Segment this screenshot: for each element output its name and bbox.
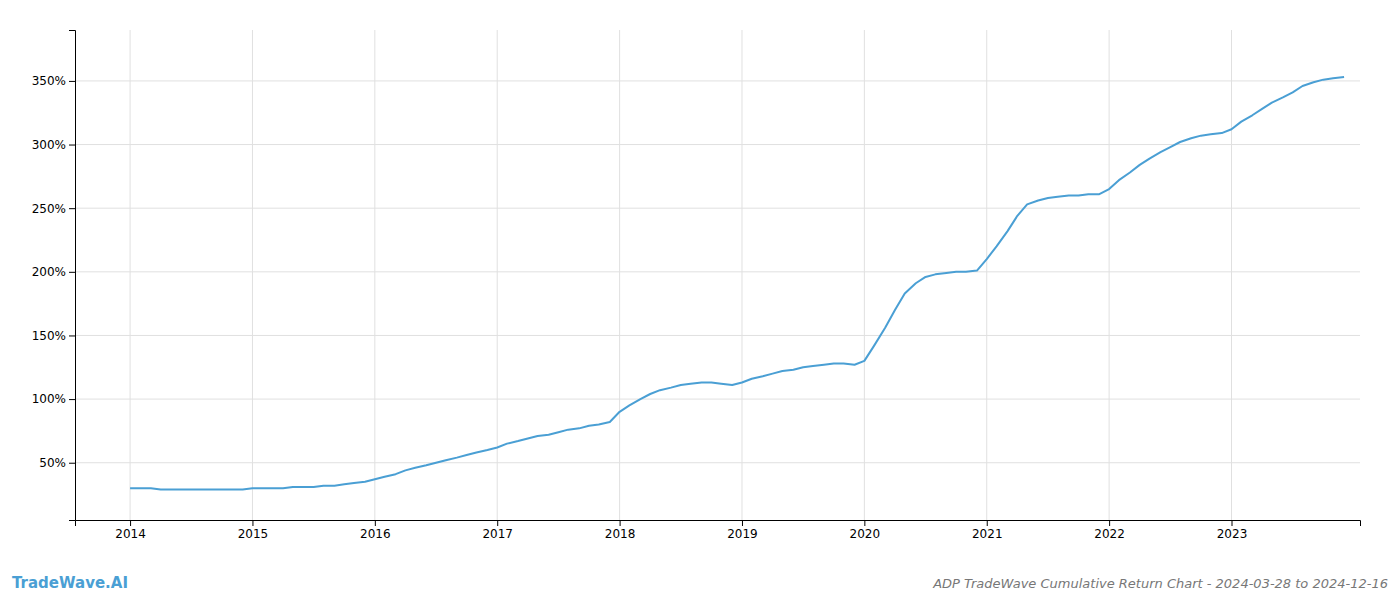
tick-label: 2018 — [605, 527, 636, 541]
tick-mark — [69, 208, 75, 209]
chart: 2014 2015 2016 2017 2018 2019 2020 2021 2022 2023… — [0, 0, 1400, 600]
tick: 250% — [32, 202, 75, 216]
tick-mark — [497, 520, 498, 526]
tick-label: 2021 — [972, 527, 1003, 541]
grid-line — [1231, 30, 1232, 520]
tick-label: 2015 — [238, 527, 269, 541]
grid-line — [75, 144, 1360, 145]
tick: 2014 — [115, 520, 146, 541]
tick-mark — [69, 145, 75, 146]
tick: 2015 — [238, 520, 269, 541]
tick-label: 300% — [32, 138, 66, 152]
tick: 2016 — [360, 520, 391, 541]
grid — [75, 30, 1360, 520]
tick-label: 350% — [32, 74, 66, 88]
tick: 200% — [32, 265, 75, 279]
tick-mark — [69, 272, 75, 273]
tick-mark — [1109, 520, 1110, 526]
title: ADP TradeWave Cumulative Return Chart - … — [932, 576, 1388, 591]
tick-mark — [69, 81, 75, 82]
tick-mark — [375, 520, 376, 526]
tick: 2018 — [605, 520, 636, 541]
grid-line — [986, 30, 987, 520]
grid-line — [75, 80, 1360, 81]
tick-mark — [864, 520, 865, 526]
tick: 2019 — [727, 520, 758, 541]
grid-line — [75, 462, 1360, 463]
tick-mark — [69, 399, 75, 400]
tick-label: 50% — [39, 456, 66, 470]
axis-line — [76, 521, 1361, 527]
tick: 300% — [32, 138, 75, 152]
tick: 350% — [32, 74, 75, 88]
grid-line — [741, 30, 742, 520]
tick-mark — [130, 520, 131, 526]
tick-label: 150% — [32, 329, 66, 343]
tick-mark — [1232, 520, 1233, 526]
tick-label: 100% — [32, 392, 66, 406]
tick: 2021 — [972, 520, 1003, 541]
tick-mark — [742, 520, 743, 526]
grid-line — [75, 335, 1360, 336]
x-axis: 2014 2015 2016 2017 2018 2019 2020 2021 2022 2023 — [76, 520, 1361, 541]
tick-label: 2020 — [850, 527, 881, 541]
grid-line — [864, 30, 865, 520]
grid-line — [75, 399, 1360, 400]
tick-label: 2014 — [115, 527, 146, 541]
tick-mark — [69, 463, 75, 464]
tick-label: 2023 — [1217, 527, 1248, 541]
grid-line — [374, 30, 375, 520]
tick: 2017 — [482, 520, 513, 541]
tick-mark — [620, 520, 621, 526]
plot-area — [130, 77, 1344, 489]
tick-label: 2019 — [727, 527, 758, 541]
annotation: TradeWave.AI — [12, 574, 128, 592]
axis-line — [69, 31, 76, 521]
grid-line — [75, 271, 1360, 272]
tick: 150% — [32, 329, 75, 343]
grid-line — [252, 30, 253, 520]
tick: 2023 — [1217, 520, 1248, 541]
tick-label: 2017 — [482, 527, 513, 541]
grid-line — [130, 30, 131, 520]
tick-label: 2016 — [360, 527, 391, 541]
tick-mark — [252, 520, 253, 526]
tick-mark — [69, 335, 75, 336]
tick-mark — [987, 520, 988, 526]
grid-line — [1109, 30, 1110, 520]
tick: 100% — [32, 392, 75, 406]
grid-line — [619, 30, 620, 520]
tick-label: 250% — [32, 202, 66, 216]
tick: 50% — [39, 456, 75, 470]
tick-label: 2022 — [1094, 527, 1125, 541]
tick: 2020 — [850, 520, 881, 541]
line — [130, 77, 1344, 489]
tick-label: 200% — [32, 265, 66, 279]
y-axis: 50% 100% 150% 200% 250% 300% 350% — [32, 31, 76, 521]
tick: 2022 — [1094, 520, 1125, 541]
grid-line — [75, 208, 1360, 209]
